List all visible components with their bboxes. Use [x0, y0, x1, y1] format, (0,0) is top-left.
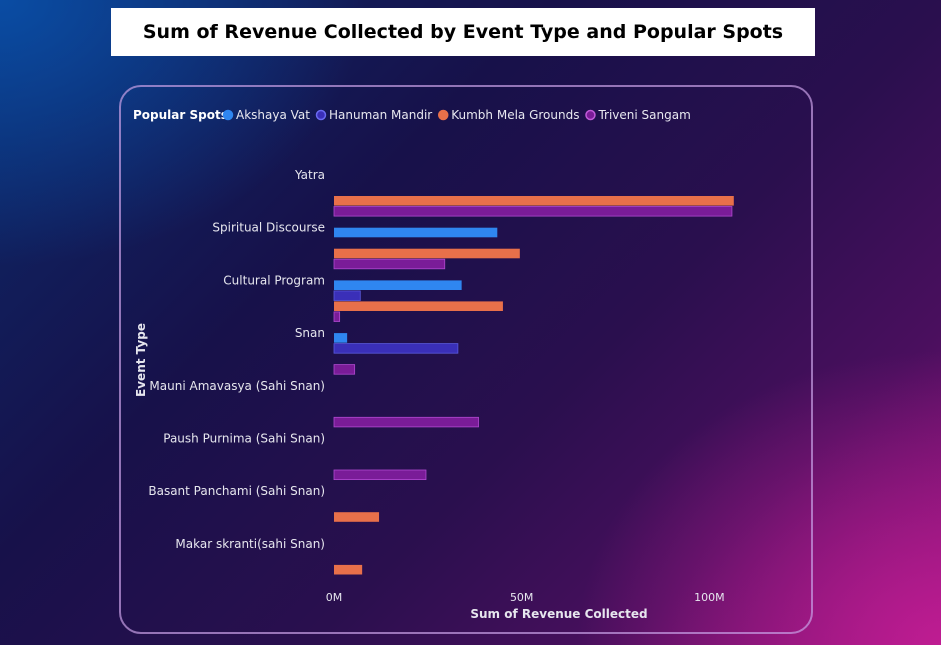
bar-spiritual-discourse-kumbh-mela-grounds — [334, 248, 520, 259]
y-axis-title: Event Type — [134, 323, 148, 397]
legend-label-kumbh-mela-grounds: Kumbh Mela Grounds — [451, 108, 579, 122]
legend-marker-hanuman-mandir — [315, 109, 327, 121]
bar-cultural-program-triveni-sangam — [333, 311, 341, 322]
y-tick-label-yatra: Yatra — [294, 168, 325, 182]
bar-snan-hanuman-mandir — [333, 343, 459, 354]
legend-label-akshaya-vat: Akshaya Vat — [236, 108, 310, 122]
bar-makar-skranti-sahi-snan-kumbh-mela-grounds — [334, 564, 363, 575]
bar-snan-triveni-sangam — [333, 364, 356, 375]
y-tick-label-spiritual-discourse: Spiritual Discourse — [212, 221, 325, 235]
x-axis-title: Sum of Revenue Collected — [470, 607, 647, 621]
y-tick-label-mauni-amavasya-sahi-snan: Mauni Amavasya (Sahi Snan) — [149, 379, 325, 393]
x-tick-label-2: 100M — [694, 591, 725, 604]
bar-mauni-amavasya-sahi-snan-triveni-sangam — [333, 416, 479, 428]
y-tick-label-makar-skranti-sahi-snan: Makar skranti(sahi Snan) — [175, 537, 325, 551]
x-tick-label-0: 0M — [326, 591, 343, 604]
bar-cultural-program-akshaya-vat — [334, 280, 462, 290]
y-tick-label-cultural-program: Cultural Program — [223, 273, 325, 287]
y-tick-label-paush-purnima-sahi-snan: Paush Purnima (Sahi Snan) — [163, 432, 325, 446]
x-tick-label-1: 50M — [510, 591, 534, 604]
legend-marker-triveni-sangam — [585, 109, 596, 121]
chart-title: Sum of Revenue Collected by Event Type a… — [142, 21, 784, 43]
bar-cultural-program-hanuman-mandir — [333, 290, 361, 301]
y-tick-label-basant-panchami-sahi-snan: Basant Panchami (Sahi Snan) — [148, 484, 325, 498]
legend-marker-kumbh-mela-grounds — [437, 109, 449, 121]
bar-cultural-program-kumbh-mela-grounds — [334, 301, 503, 311]
bar-paush-purnima-sahi-snan-triveni-sangam — [333, 469, 427, 481]
legend-marker-akshaya-vat — [222, 109, 234, 121]
legend-title: Popular Spots — [133, 108, 228, 122]
bar-yatra-triveni-sangam — [333, 206, 733, 217]
y-tick-label-snan: Snan — [295, 326, 325, 340]
bar-yatra-kumbh-mela-grounds — [334, 196, 734, 206]
bar-spiritual-discourse-akshaya-vat — [334, 227, 498, 238]
chart-title-box: Sum of Revenue Collected by Event Type a… — [111, 8, 815, 56]
chart-card — [119, 85, 813, 634]
legend-label-hanuman-mandir: Hanuman Mandir — [329, 108, 432, 122]
bar-spiritual-discourse-triveni-sangam — [333, 258, 446, 270]
legend-label-triveni-sangam: Triveni Sangam — [597, 108, 690, 122]
bar-basant-panchami-sahi-snan-kumbh-mela-grounds — [334, 512, 380, 522]
bar-snan-akshaya-vat — [334, 333, 348, 343]
